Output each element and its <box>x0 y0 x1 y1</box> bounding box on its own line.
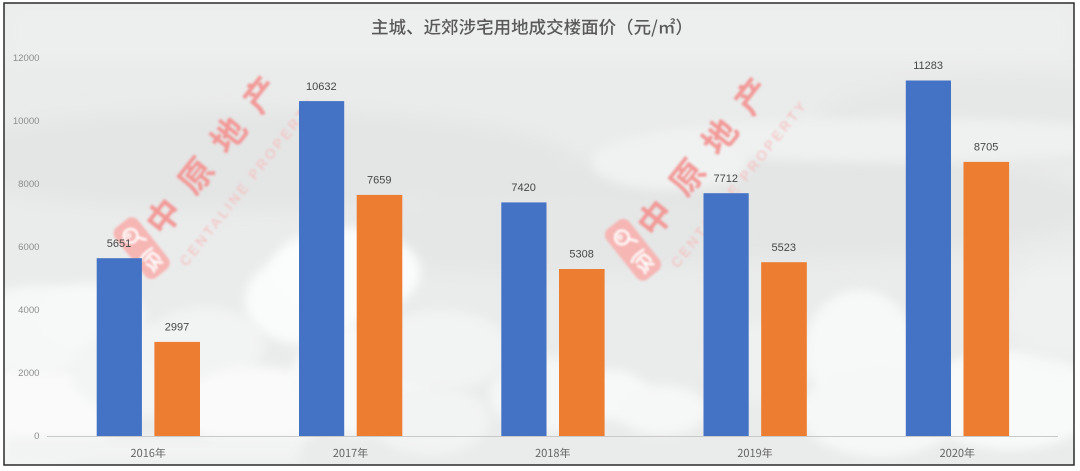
svg-text:7659: 7659 <box>367 175 391 187</box>
svg-text:4000: 4000 <box>18 305 39 316</box>
svg-text:12000: 12000 <box>13 53 40 64</box>
svg-text:11283: 11283 <box>913 60 943 72</box>
svg-text:8705: 8705 <box>974 142 998 154</box>
svg-text:2000: 2000 <box>18 368 39 379</box>
svg-text:7420: 7420 <box>511 182 535 194</box>
svg-text:5651: 5651 <box>107 238 131 250</box>
svg-text:6000: 6000 <box>18 242 39 253</box>
svg-text:5523: 5523 <box>772 242 796 254</box>
svg-text:7712: 7712 <box>714 173 738 185</box>
svg-text:10632: 10632 <box>306 81 337 93</box>
svg-text:0: 0 <box>34 431 39 442</box>
svg-text:2997: 2997 <box>165 322 189 334</box>
svg-text:8000: 8000 <box>18 179 39 190</box>
svg-text:5308: 5308 <box>569 249 593 261</box>
svg-text:10000: 10000 <box>13 116 40 127</box>
